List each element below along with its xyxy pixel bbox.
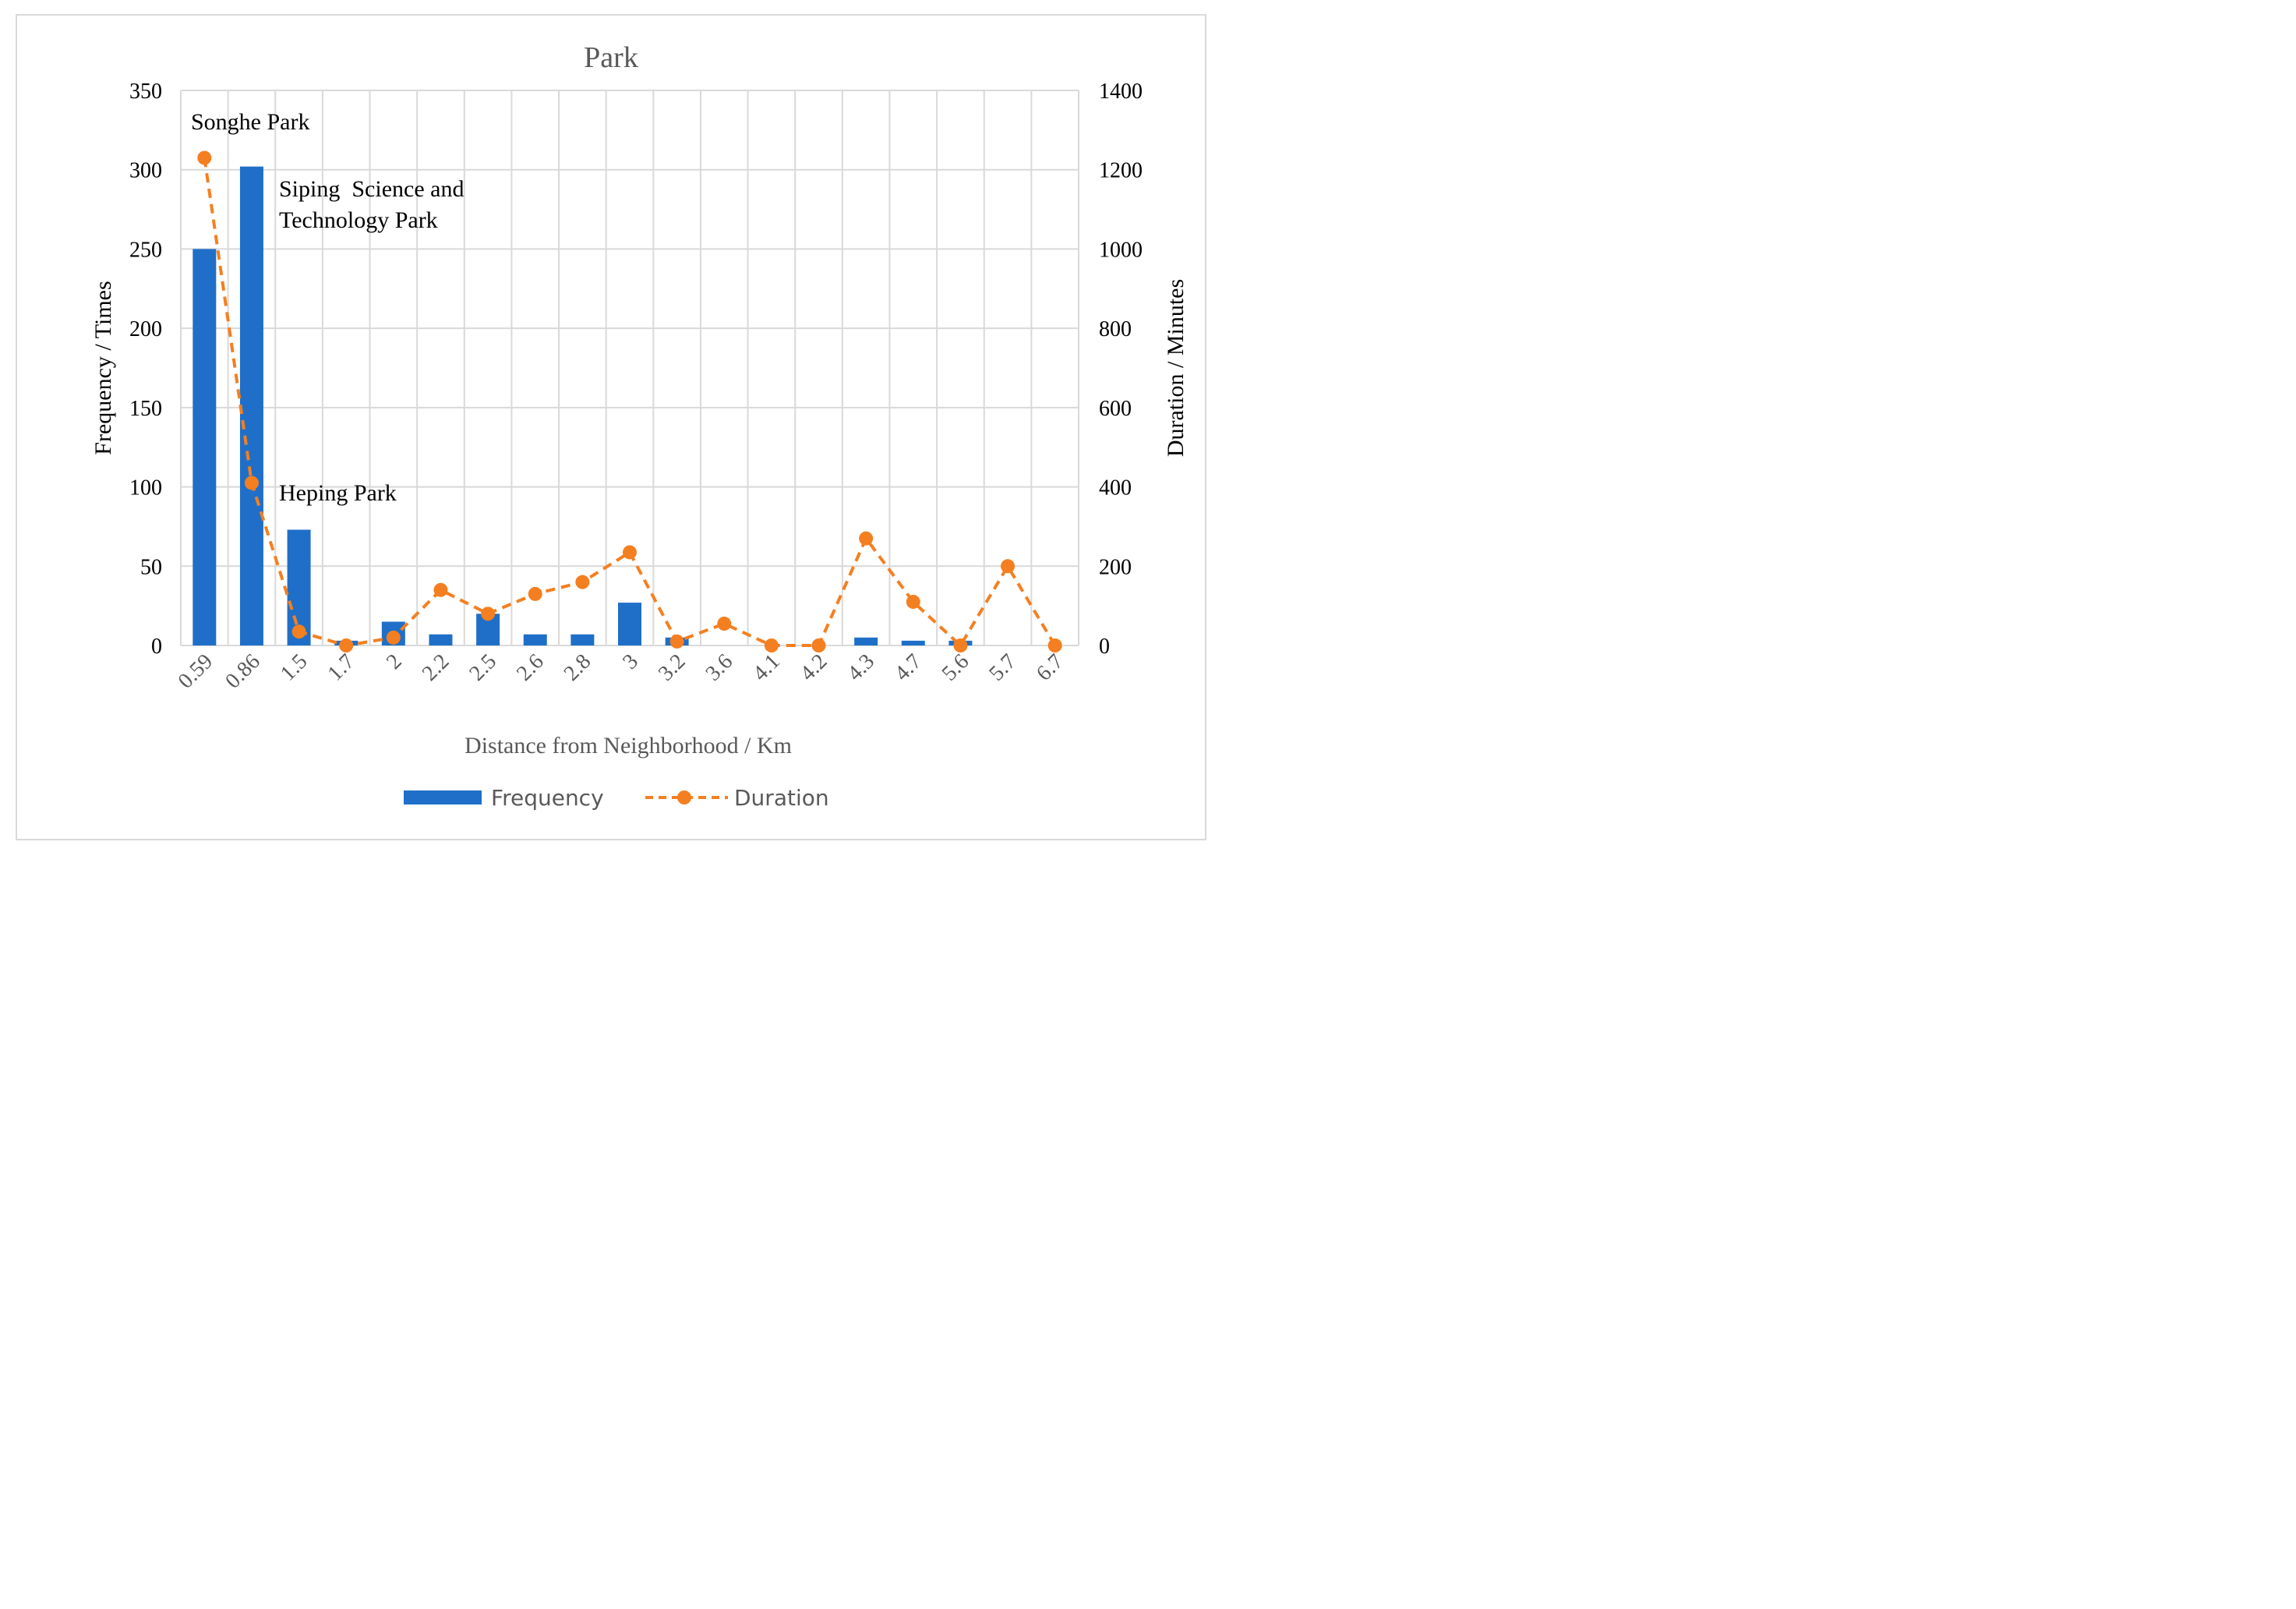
left-axis-ticks: 0 50 100 150 200 250 300 350 xyxy=(129,80,162,659)
right-tick-label: 1200 xyxy=(1099,159,1143,183)
duration-point xyxy=(197,150,212,165)
x-tick-label: 6.7 xyxy=(1032,649,1069,686)
duration-point xyxy=(244,476,259,490)
legend-frequency-swatch xyxy=(404,790,482,804)
annotation-heping-park: Heping Park xyxy=(279,480,397,506)
frequency-bar xyxy=(239,166,263,645)
duration-point xyxy=(717,617,732,631)
x-tick-label: 4.1 xyxy=(748,649,785,686)
frequency-bar xyxy=(429,634,453,645)
x-tick-label: 4.3 xyxy=(842,649,879,686)
gridlines xyxy=(180,90,1079,646)
frequency-bar xyxy=(570,634,595,645)
left-tick-label: 200 xyxy=(129,317,162,341)
duration-point xyxy=(1047,638,1062,652)
duration-line xyxy=(197,150,1062,652)
left-tick-label: 350 xyxy=(129,80,162,104)
x-tick-label: 2 xyxy=(382,649,407,674)
right-axis-ticks: 0 200 400 600 800 1000 1200 1400 xyxy=(1099,80,1143,659)
duration-point xyxy=(906,595,920,610)
x-tick-label: 3.2 xyxy=(654,649,691,686)
combo-chart: 0 50 100 150 200 250 300 350 0 200 400 600 800 1000 1… xyxy=(90,41,1189,811)
duration-point xyxy=(764,638,779,652)
duration-point xyxy=(575,575,590,589)
left-tick-label: 50 xyxy=(140,555,162,579)
x-tick-label: 2.2 xyxy=(418,649,454,686)
x-tick-label: 4.2 xyxy=(796,649,832,686)
frequency-bar xyxy=(854,637,878,645)
duration-point xyxy=(1001,559,1016,574)
frequency-bars xyxy=(193,166,973,645)
frequency-bar xyxy=(523,634,547,645)
duration-point xyxy=(528,586,542,601)
frequency-bar xyxy=(618,603,641,645)
x-tick-label: 1.5 xyxy=(276,649,313,686)
left-tick-label: 250 xyxy=(129,238,162,262)
x-tick-label: 5.7 xyxy=(984,649,1021,686)
x-tick-label: 0.86 xyxy=(221,649,265,694)
chart-title: Park xyxy=(584,41,638,74)
right-tick-label: 800 xyxy=(1099,317,1132,341)
annotation-songhe-park: Songhe Park xyxy=(191,109,310,135)
legend-duration-label: Duration xyxy=(734,785,829,811)
left-axis-title: Frequency / Times xyxy=(90,281,116,454)
x-tick-label: 2.6 xyxy=(512,649,549,686)
x-tick-label: 3.6 xyxy=(701,649,738,686)
duration-point xyxy=(859,531,874,546)
legend: Frequency Duration xyxy=(404,785,829,811)
duration-point xyxy=(433,582,448,597)
duration-point xyxy=(291,624,306,639)
x-tick-label: 5.6 xyxy=(938,649,974,686)
duration-point xyxy=(953,638,968,652)
duration-point xyxy=(481,606,496,621)
left-tick-label: 300 xyxy=(129,159,162,183)
frequency-bar xyxy=(193,249,217,645)
x-tick-label: 3 xyxy=(618,649,643,674)
right-tick-label: 1000 xyxy=(1099,238,1143,262)
right-tick-label: 200 xyxy=(1099,555,1132,579)
legend-frequency-label: Frequency xyxy=(491,785,604,811)
duration-point xyxy=(339,638,354,652)
duration-point xyxy=(386,630,401,645)
right-tick-label: 400 xyxy=(1099,476,1132,500)
x-tick-label: 0.59 xyxy=(174,649,218,694)
right-tick-label: 0 xyxy=(1099,635,1110,659)
left-tick-label: 0 xyxy=(151,635,162,659)
annotation-siping-line2: Technology Park xyxy=(279,207,438,233)
annotation-siping-line1: Siping Science and xyxy=(279,176,464,202)
x-tick-label: 2.5 xyxy=(464,649,501,686)
left-tick-label: 150 xyxy=(129,397,162,421)
duration-point xyxy=(623,545,637,560)
x-tick-label: 4.7 xyxy=(890,649,927,686)
x-tick-label: 1.7 xyxy=(323,649,359,686)
duration-point xyxy=(669,634,684,649)
legend-duration-marker xyxy=(677,790,691,804)
x-tick-label: 2.8 xyxy=(560,649,596,686)
left-tick-label: 100 xyxy=(129,476,162,500)
frequency-bar xyxy=(901,640,925,645)
duration-point xyxy=(811,638,826,652)
x-axis-ticks: 0.59 0.86 1.5 1.7 2 2.2 2.5 2.6 2.8 3 3.2 3.6 4.1 4.2… xyxy=(174,649,1069,694)
x-axis-title: Distance from Neighborhood / Km xyxy=(464,733,792,759)
right-tick-label: 1400 xyxy=(1099,80,1143,104)
right-tick-label: 600 xyxy=(1099,397,1132,421)
right-axis-title: Duration / Minutes xyxy=(1163,279,1189,457)
